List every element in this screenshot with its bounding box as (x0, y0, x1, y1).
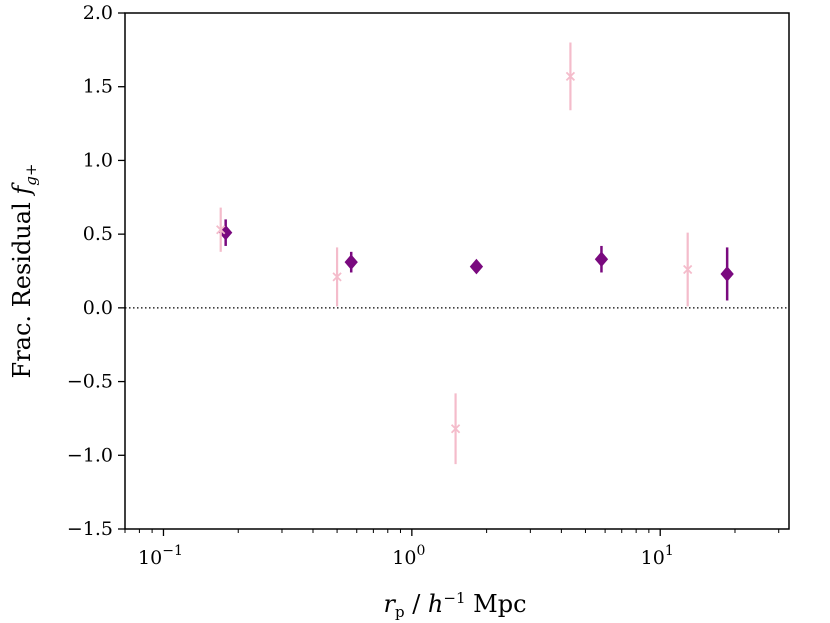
diamond-marker (594, 251, 609, 267)
cross-marker (683, 264, 693, 275)
plot-frame (124, 12, 790, 530)
diamond-point (720, 247, 734, 301)
diamond-marker (344, 254, 358, 270)
diamond-point (344, 251, 358, 273)
cross-point (683, 232, 693, 307)
diamond-point (594, 245, 609, 273)
y-tick-label: 0.5 (83, 223, 113, 245)
diamond-marker (469, 258, 484, 275)
x-tick-label: 101 (641, 543, 674, 569)
cross-marker (565, 71, 576, 82)
diamond-point (469, 258, 484, 275)
cross-marker (332, 272, 342, 282)
y-tick-label: 1.0 (83, 149, 113, 171)
y-tick-label: −0.5 (67, 371, 113, 393)
x-tick-label: 10−1 (138, 543, 183, 569)
y-tick-label: 2.0 (83, 2, 113, 24)
cross-point (565, 42, 576, 111)
y-tick-label: 0.0 (83, 297, 113, 319)
cross-marker (450, 424, 461, 434)
cross-point (450, 393, 461, 465)
y-axis-label: Frac. Residual fg+ (8, 164, 40, 379)
cross-marker (216, 225, 226, 235)
y-tick-label: 1.5 (83, 76, 113, 98)
diamond-marker (720, 266, 734, 282)
y-tick-label: −1.0 (67, 444, 113, 466)
x-tick-label: 100 (392, 543, 425, 569)
y-tick-label: −1.5 (67, 518, 113, 540)
cross-point (332, 247, 342, 307)
x-axis-label: rp / h−1 Mpc (383, 589, 526, 621)
cross-point (216, 207, 226, 252)
